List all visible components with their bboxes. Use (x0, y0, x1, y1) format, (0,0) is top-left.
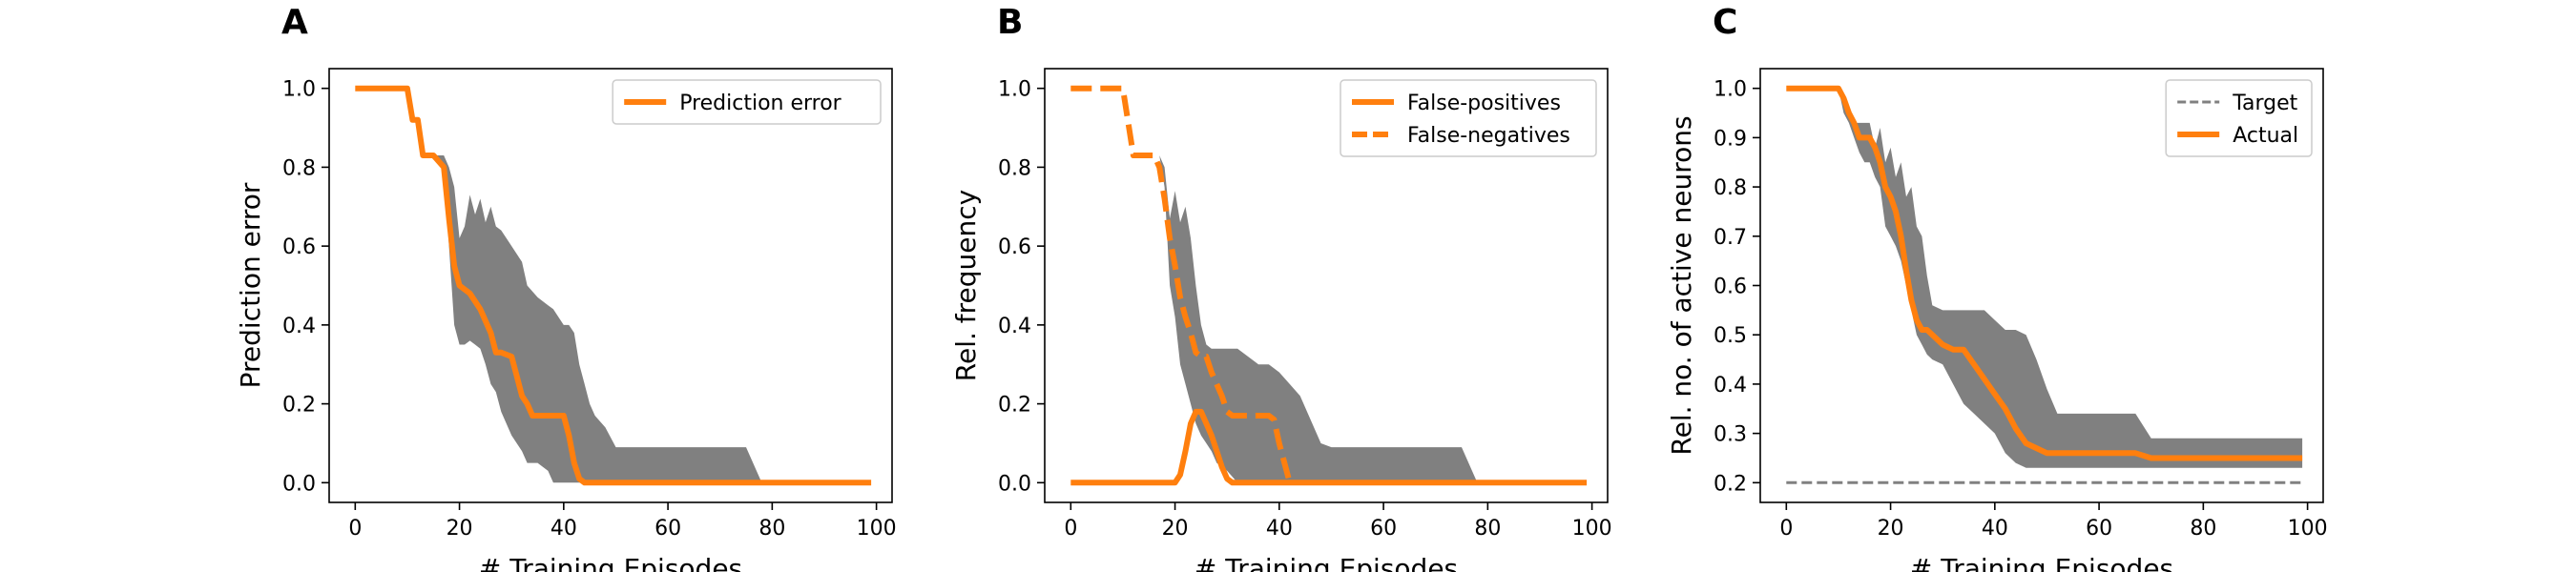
y-tick-label: 0.2 (998, 394, 1031, 418)
legend-label: Actual (2233, 124, 2298, 148)
y-tick-label: 0.6 (282, 235, 316, 259)
y-tick-label: 0.5 (1714, 324, 1747, 348)
x-axis-ticks: 0 20 40 60 80 100 (1064, 502, 1612, 541)
series-false-negatives-line (1070, 85, 1293, 484)
y-tick-label: 0.4 (1714, 374, 1747, 398)
x-tick-label: 40 (551, 517, 577, 541)
y-tick-label: 1.0 (1714, 78, 1747, 102)
y-tick-label: 0.2 (1714, 472, 1747, 496)
x-axis-label: # Training Episodes (1910, 553, 2173, 572)
confidence-band (1070, 88, 1588, 483)
panel-letter: A (281, 3, 308, 42)
x-tick-label: 60 (2086, 517, 2112, 541)
x-tick-label: 100 (857, 517, 897, 541)
confidence-band-layer (1070, 88, 1588, 483)
panel-letter: B (997, 3, 1023, 42)
y-axis-ticks: 0.0 0.2 0.4 0.6 0.8 1.0 (282, 78, 329, 496)
legend: Prediction error (612, 79, 882, 125)
x-tick-label: 20 (447, 517, 473, 541)
y-tick-label: 0.3 (1714, 423, 1747, 447)
series-layer (1786, 85, 2303, 484)
y-axis-label: Prediction error (235, 182, 266, 388)
y-tick-label: 0.8 (1714, 176, 1747, 200)
y-tick-label: 1.0 (998, 78, 1031, 102)
x-tick-label: 20 (1878, 517, 1904, 541)
y-tick-label: 0.2 (282, 394, 316, 418)
y-axis-label: Rel. frequency (950, 190, 982, 381)
y-axis-label: Rel. no. of active neurons (1666, 115, 1697, 455)
y-tick-label: 0.8 (998, 156, 1031, 180)
x-tick-label: 40 (1982, 517, 2008, 541)
x-tick-label: 60 (1370, 517, 1397, 541)
confidence-band (1786, 88, 2303, 468)
x-tick-label: 60 (654, 517, 681, 541)
panel-b: B 0 20 40 60 80 100 0.0 0.2 0.4 0.6 0.8 1.0 # Trai… (950, 3, 1612, 572)
x-tick-label: 100 (2288, 517, 2328, 541)
legend-label: False-negatives (1407, 124, 1570, 148)
x-axis-ticks: 0 20 40 60 80 100 (1779, 502, 2328, 541)
series-actual-line (1786, 85, 2303, 461)
panel-letter: C (1713, 3, 1737, 42)
y-tick-label: 0.0 (998, 472, 1031, 496)
panel-c: C 0 20 40 60 80 100 0.2 0.3 0.4 0.5 0.6 0.7 0.8 0.9 1… (1666, 3, 2328, 572)
y-tick-label: 1.0 (282, 78, 316, 102)
legend-label: Target (2232, 92, 2297, 115)
x-axis-label: # Training Episodes (1195, 553, 1458, 572)
y-tick-label: 0.7 (1714, 226, 1747, 250)
series-layer (1070, 85, 1588, 486)
plot-frame (1044, 68, 1609, 503)
plot-frame (328, 68, 893, 503)
y-tick-label: 0.4 (282, 315, 316, 338)
y-axis-ticks: 0.2 0.3 0.4 0.5 0.6 0.7 0.8 0.9 1.0 (1714, 78, 1760, 496)
x-tick-label: 80 (2190, 517, 2216, 541)
x-tick-label: 80 (1474, 517, 1501, 541)
series-false-positives-line (1070, 408, 1588, 486)
x-tick-label: 20 (1162, 517, 1189, 541)
legend-box (612, 79, 882, 125)
panel-a: A 0 20 40 60 80 100 0.0 0.2 0.4 0.6 0.8 1.0 # Trai… (235, 3, 897, 572)
y-tick-label: 0.8 (282, 156, 316, 180)
x-tick-label: 0 (348, 517, 362, 541)
legend: Target Actual (2165, 79, 2313, 157)
x-tick-label: 0 (1064, 517, 1077, 541)
y-axis-ticks: 0.0 0.2 0.4 0.6 0.8 1.0 (998, 78, 1045, 496)
x-tick-label: 0 (1779, 517, 1793, 541)
x-axis-label: # Training Episodes (479, 553, 742, 572)
y-tick-label: 0.0 (282, 472, 316, 496)
legend: False-positives False-negatives (1340, 79, 1597, 157)
series-layer (355, 85, 872, 486)
x-axis-ticks: 0 20 40 60 80 100 (348, 502, 897, 541)
series-prediction-error-line (355, 85, 872, 486)
x-tick-label: 100 (1572, 517, 1612, 541)
legend-box (1340, 79, 1597, 157)
y-tick-label: 0.4 (998, 315, 1031, 338)
legend-label: Prediction error (679, 92, 841, 115)
x-tick-label: 80 (758, 517, 785, 541)
y-tick-label: 0.6 (998, 235, 1031, 259)
x-tick-label: 40 (1266, 517, 1293, 541)
confidence-band-layer (1786, 88, 2303, 468)
y-tick-label: 0.9 (1714, 127, 1747, 151)
y-tick-label: 0.6 (1714, 276, 1747, 299)
legend-label: False-positives (1407, 92, 1561, 115)
